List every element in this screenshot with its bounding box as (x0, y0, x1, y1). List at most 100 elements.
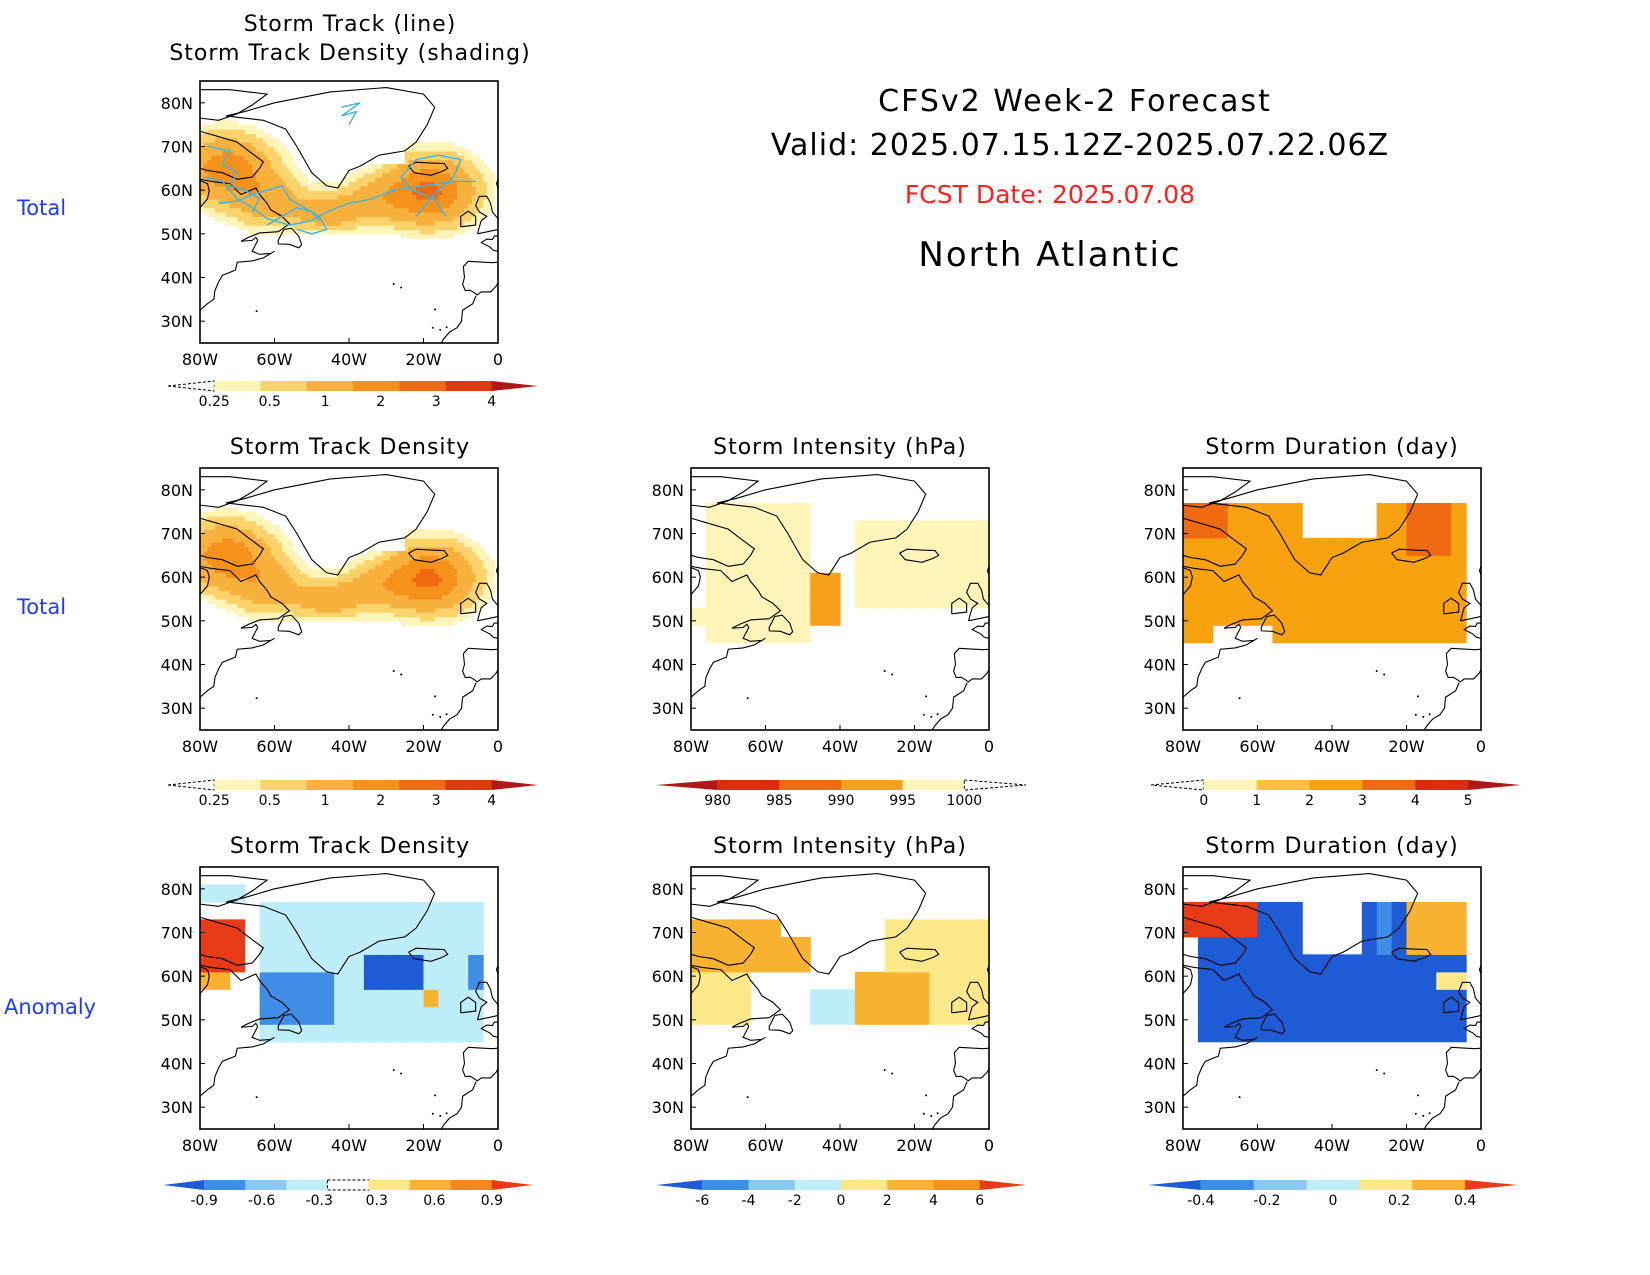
field-cell (445, 150, 451, 156)
field-cell (423, 546, 428, 552)
field-cell (419, 220, 425, 226)
field-cell (222, 507, 227, 513)
field-cell (300, 207, 305, 213)
field-cell (311, 612, 317, 618)
field-cell (397, 163, 402, 169)
field-cell (281, 568, 287, 574)
field-cell (1242, 607, 1259, 626)
coastline (1183, 964, 1274, 1097)
field-cell (337, 603, 343, 609)
field-cell (427, 537, 432, 543)
field-cell (416, 198, 421, 204)
field-cell (237, 516, 242, 521)
island (434, 695, 437, 698)
field-cell (311, 616, 317, 622)
field-cell (750, 555, 767, 574)
field-cell (423, 559, 428, 565)
field-cell (255, 194, 261, 200)
field-cell (293, 594, 298, 600)
field-cell (274, 559, 279, 565)
field-cell (479, 159, 484, 165)
field-cell (442, 198, 447, 204)
field-cell (434, 581, 439, 587)
field-cell (438, 971, 454, 990)
field-cell (200, 163, 205, 169)
field-cell (397, 559, 402, 565)
field-cell (430, 155, 436, 161)
coastline (460, 597, 477, 615)
y-tick-label: 50N (1144, 1011, 1176, 1030)
field-cell (367, 590, 372, 596)
field-cell (404, 163, 410, 169)
island (439, 715, 442, 718)
field-cell (200, 555, 205, 561)
colorbar-label: 0.5 (259, 793, 281, 809)
field-cell (334, 989, 350, 1008)
field-cell (914, 555, 930, 574)
field-cell (237, 133, 242, 139)
field-cell (1212, 502, 1229, 521)
field-cell (434, 599, 439, 604)
field-cell (1227, 537, 1244, 556)
field-cell (434, 220, 439, 226)
field-cell (393, 207, 399, 213)
field-cell (486, 572, 492, 578)
field-cell (468, 194, 473, 200)
field-cell (270, 559, 276, 565)
field-cell (330, 594, 335, 600)
field-cell (430, 159, 436, 165)
field-cell (382, 229, 387, 235)
field-cell (207, 516, 212, 521)
field-cell (1183, 625, 1199, 644)
field-cell (1287, 1006, 1303, 1025)
field-cell (211, 581, 216, 587)
field-cell (322, 212, 328, 217)
field-cell (453, 901, 469, 920)
field-cell (315, 612, 320, 618)
field-cell (308, 207, 313, 213)
field-cell (869, 989, 886, 1008)
field-cell (308, 585, 313, 591)
field-cell (363, 225, 369, 231)
field-cell (214, 971, 231, 990)
field-cell (419, 603, 425, 609)
field-cell (427, 177, 432, 183)
field-cell (427, 616, 432, 622)
field-cell (884, 590, 901, 609)
island (930, 1114, 933, 1117)
field-cell (1361, 1024, 1378, 1043)
coastline (480, 1021, 498, 1038)
field-cell (285, 163, 290, 169)
field-cell (218, 524, 223, 530)
field-cell (1212, 989, 1229, 1008)
field-cell (334, 225, 339, 231)
field-cell (780, 537, 796, 556)
field-cell (214, 884, 231, 903)
field-cell (468, 936, 484, 955)
field-cell (442, 620, 447, 626)
field-cell (267, 577, 272, 583)
field-cell (416, 150, 421, 156)
field-cell (378, 207, 384, 213)
field-cell (319, 225, 324, 231)
field-cell (490, 185, 495, 191)
field-cell (352, 594, 358, 600)
field-cell (240, 559, 246, 565)
field-cell (352, 194, 358, 200)
field-cell (319, 971, 335, 990)
colorbar-swatch (748, 1180, 796, 1190)
field-cell (285, 537, 290, 543)
field-cell (412, 185, 417, 191)
field-cell (349, 612, 354, 618)
field-cell (326, 225, 331, 231)
field-cell (356, 168, 361, 174)
field-cell (337, 616, 343, 622)
field-cell (780, 502, 796, 521)
field-cell (404, 599, 410, 604)
field-cell (285, 181, 290, 187)
field-cell (240, 212, 246, 217)
colorbar-swatch (1200, 1180, 1255, 1190)
field-cell (1376, 919, 1393, 938)
field-cell (453, 150, 458, 156)
field-cell (375, 616, 380, 622)
